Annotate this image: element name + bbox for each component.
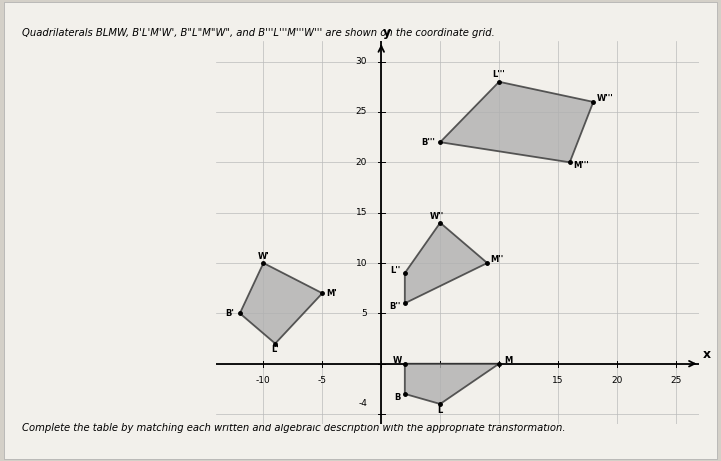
Text: 30: 30	[355, 57, 367, 66]
Polygon shape	[404, 223, 487, 303]
Text: B: B	[394, 393, 401, 402]
Text: M': M'	[327, 289, 337, 298]
Text: -10: -10	[256, 376, 271, 385]
Text: M''': M'''	[574, 161, 590, 170]
Text: 25: 25	[670, 376, 681, 385]
Text: Quadrilaterals BLMW, B'L'M'W', B"L"M"W", and B'''L'''M'''W''' are shown on the c: Quadrilaterals BLMW, B'L'M'W', B"L"M"W",…	[22, 28, 495, 38]
Text: L': L'	[271, 345, 279, 354]
Text: 20: 20	[611, 376, 622, 385]
Text: x: x	[703, 348, 711, 361]
Text: 20: 20	[355, 158, 367, 167]
FancyBboxPatch shape	[4, 2, 717, 459]
Text: Complete the table by matching each written and algebraic description with the a: Complete the table by matching each writ…	[22, 423, 565, 433]
Text: B': B'	[225, 309, 234, 318]
Text: -4: -4	[358, 400, 367, 408]
Text: 15: 15	[552, 376, 564, 385]
Text: L''': L'''	[492, 70, 505, 79]
Text: 15: 15	[355, 208, 367, 217]
Text: B''': B'''	[422, 138, 435, 147]
Text: L'': L''	[390, 266, 400, 275]
Text: 10: 10	[355, 259, 367, 267]
Text: -5: -5	[318, 376, 327, 385]
Text: W'': W''	[430, 212, 443, 221]
Text: 25: 25	[355, 107, 367, 117]
Text: L: L	[438, 406, 443, 414]
Text: M'': M''	[490, 255, 503, 265]
Polygon shape	[404, 364, 499, 404]
Text: M: M	[505, 356, 513, 365]
Text: W''': W'''	[597, 95, 614, 103]
Polygon shape	[440, 82, 593, 162]
Text: W': W'	[257, 253, 270, 261]
Text: y: y	[383, 26, 392, 40]
Polygon shape	[240, 263, 322, 343]
Text: W: W	[393, 356, 402, 365]
Text: 5: 5	[361, 309, 367, 318]
Text: B'': B''	[390, 302, 401, 311]
